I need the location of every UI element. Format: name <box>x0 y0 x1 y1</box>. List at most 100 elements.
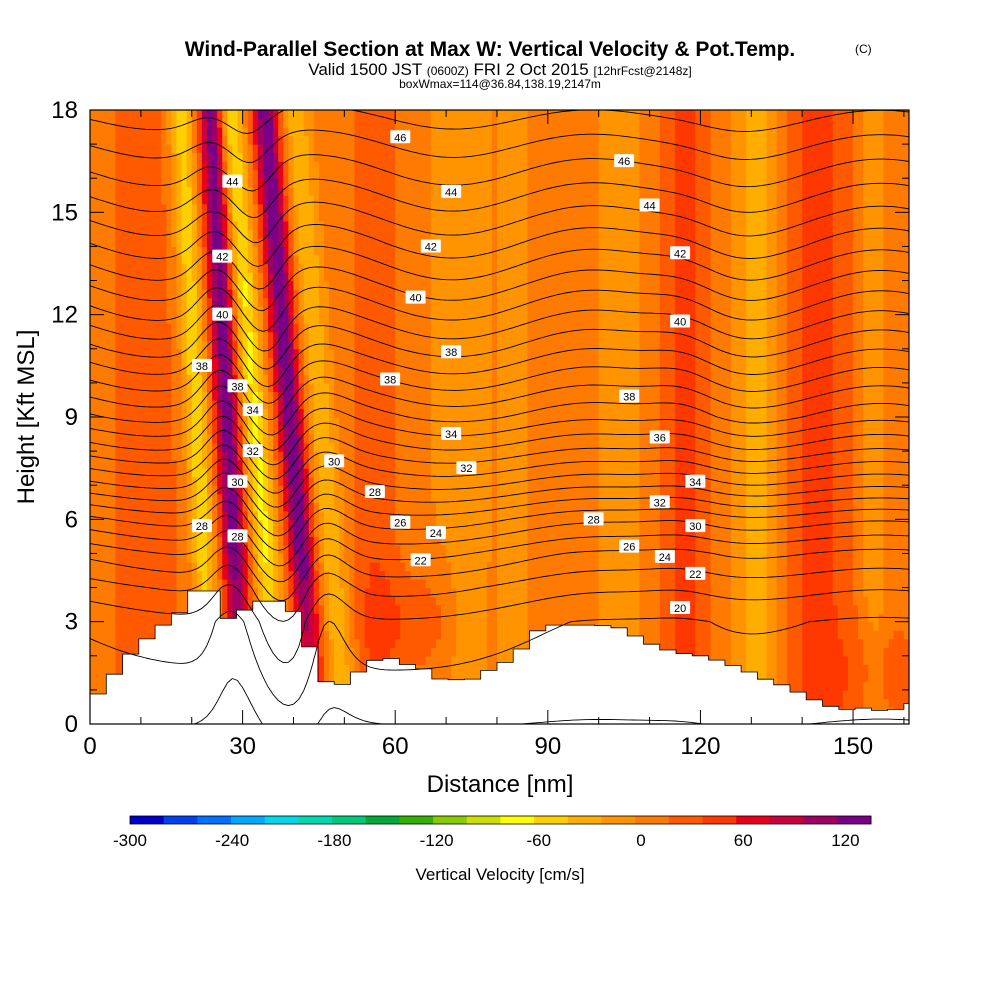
velocity-cell <box>298 254 305 265</box>
velocity-cell <box>293 161 300 171</box>
velocity-cell <box>344 408 351 418</box>
velocity-cell <box>273 340 279 350</box>
velocity-cell <box>90 127 96 137</box>
velocity-cell <box>257 229 264 239</box>
velocity-cell <box>90 229 96 239</box>
velocity-cell <box>252 169 259 179</box>
velocity-cell <box>298 229 305 239</box>
velocity-cell <box>435 161 442 171</box>
velocity-cell <box>379 570 386 580</box>
velocity-cell <box>293 476 300 486</box>
velocity-cell <box>344 237 351 248</box>
velocity-cell <box>293 314 300 324</box>
velocity-cell <box>161 493 167 503</box>
velocity-cell <box>405 655 412 665</box>
velocity-cell <box>191 314 198 324</box>
velocity-cell <box>339 289 345 299</box>
velocity-cell <box>293 451 300 461</box>
velocity-cell <box>303 178 310 188</box>
velocity-cell <box>135 212 142 222</box>
velocity-cell <box>278 468 284 478</box>
velocity-cell <box>247 596 254 606</box>
velocity-cell <box>369 357 376 367</box>
velocity-cell <box>425 220 432 230</box>
velocity-cell <box>212 118 218 128</box>
velocity-cell <box>354 425 361 435</box>
velocity-cell <box>349 391 356 401</box>
velocity-cell <box>161 314 167 324</box>
velocity-cell <box>425 195 432 205</box>
velocity-cell <box>324 604 330 614</box>
velocity-cell <box>339 237 345 248</box>
velocity-cell <box>222 169 228 179</box>
velocity-cell <box>95 536 101 546</box>
velocity-cell <box>110 647 117 657</box>
velocity-cell <box>390 621 396 631</box>
velocity-cell <box>207 374 213 384</box>
velocity-cell <box>105 621 111 631</box>
velocity-cell <box>95 579 101 589</box>
velocity-cell <box>176 135 183 145</box>
velocity-cell <box>435 655 442 665</box>
velocity-cell <box>257 169 264 179</box>
velocity-cell <box>283 272 289 282</box>
velocity-cell <box>156 476 162 486</box>
velocity-cell <box>125 135 132 145</box>
velocity-cell <box>430 561 437 572</box>
velocity-cell <box>425 169 432 179</box>
velocity-cell <box>374 110 381 120</box>
velocity-cell <box>201 127 208 137</box>
velocity-cell <box>293 195 300 205</box>
velocity-cell <box>191 442 198 452</box>
velocity-cell <box>354 570 361 580</box>
velocity-cell <box>135 493 142 503</box>
velocity-cell <box>349 203 356 213</box>
velocity-cell <box>400 118 406 128</box>
velocity-cell <box>395 459 401 469</box>
velocity-cell <box>415 254 422 265</box>
velocity-cell <box>151 621 157 631</box>
velocity-cell <box>186 263 193 273</box>
velocity-cell <box>166 203 172 213</box>
velocity-cell <box>151 263 157 273</box>
velocity-cell <box>441 587 447 597</box>
velocity-cell <box>369 212 376 222</box>
velocity-cell <box>191 485 198 495</box>
velocity-cell <box>303 161 310 171</box>
velocity-cell <box>130 186 137 196</box>
velocity-cell <box>191 297 198 307</box>
velocity-cell <box>100 118 106 128</box>
velocity-cell <box>359 246 366 256</box>
velocity-cell <box>95 451 101 461</box>
velocity-cell <box>344 297 351 307</box>
velocity-cell <box>318 544 325 555</box>
velocity-cell <box>308 579 315 589</box>
velocity-cell <box>288 493 295 503</box>
velocity-cell <box>125 425 132 435</box>
velocity-cell <box>242 263 249 273</box>
velocity-cell <box>120 195 127 205</box>
velocity-cell <box>161 212 167 222</box>
velocity-cell <box>196 144 203 154</box>
velocity-cell <box>364 553 371 563</box>
velocity-cell <box>359 451 366 461</box>
velocity-cell <box>324 596 330 606</box>
velocity-cell <box>410 570 417 580</box>
subtitle-date: FRI 2 Oct 2015 <box>473 60 588 79</box>
velocity-cell <box>201 161 208 171</box>
velocity-cell <box>252 374 259 384</box>
velocity-cell <box>303 272 310 282</box>
velocity-cell <box>166 604 172 614</box>
velocity-cell <box>181 110 188 120</box>
velocity-cell <box>262 596 269 606</box>
velocity-cell <box>140 306 147 316</box>
velocity-cell <box>242 544 249 555</box>
velocity-cell <box>140 408 147 418</box>
velocity-cell <box>359 340 366 350</box>
velocity-cell <box>176 203 183 213</box>
velocity-cell <box>288 323 295 333</box>
velocity-cell <box>298 485 305 495</box>
velocity-cell <box>145 587 152 597</box>
velocity-cell <box>95 570 101 580</box>
velocity-cell <box>385 314 391 324</box>
